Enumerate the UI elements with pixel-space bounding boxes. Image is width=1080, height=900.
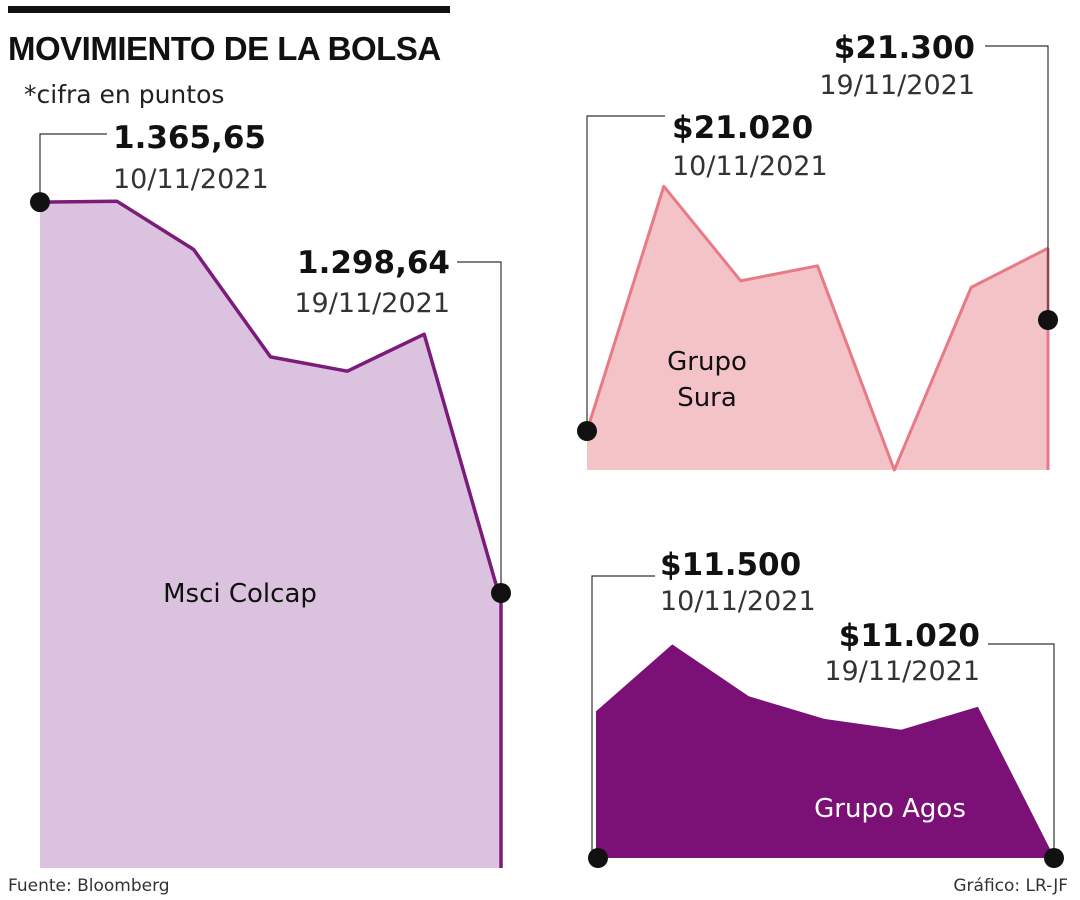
- agos-point-6: [977, 706, 979, 708]
- sura-last-marker: [1038, 310, 1058, 330]
- agos-point-1: [595, 711, 597, 713]
- source-note: Fuente: Bloomberg: [8, 876, 170, 896]
- colcap-name: Msci Colcap: [163, 579, 317, 609]
- sura-last-leader: [985, 45, 1049, 315]
- colcap-point-4: [270, 356, 272, 358]
- agos-first-value: $11.500: [660, 547, 801, 583]
- sura-point-5: [893, 469, 895, 471]
- agos-line: [595, 644, 1055, 859]
- sura-first-value: $21.020: [672, 110, 813, 146]
- agos-name: Grupo Agos: [814, 794, 966, 824]
- colcap-area: [40, 201, 501, 868]
- agos-first-date: 10/11/2021: [660, 586, 816, 617]
- colcap-first-value: 1.365,65: [113, 120, 266, 156]
- sura-first-marker: [577, 421, 597, 441]
- colcap-first-marker: [30, 192, 50, 213]
- sura-first-date: 10/11/2021: [672, 151, 828, 182]
- chart-subtitle: *cifra en puntos: [24, 80, 225, 109]
- agos-point-5: [900, 729, 902, 731]
- colcap-first-leader: [39, 133, 107, 195]
- agos-point-4: [824, 719, 826, 721]
- sura-first-leader: [586, 115, 665, 425]
- colcap-point-3: [193, 249, 195, 251]
- agos-last-date: 19/11/2021: [824, 656, 980, 687]
- colcap-last-value: 1.298,64: [297, 245, 450, 281]
- agos-last-leader: [988, 643, 1055, 852]
- agos-first-marker: [588, 848, 608, 868]
- colcap-first-date: 10/11/2021: [113, 164, 269, 195]
- agos-last-value: $11.020: [839, 618, 980, 654]
- colcap-last-date: 19/11/2021: [294, 288, 450, 319]
- sura-last-date: 19/11/2021: [819, 70, 975, 101]
- colcap-point-6: [423, 333, 425, 335]
- sura-point-2: [663, 185, 665, 187]
- title-rule: [8, 6, 450, 13]
- sura-name-line-2: Sura: [677, 383, 737, 413]
- agos-last-marker: [1044, 848, 1064, 868]
- sura-point-4: [817, 265, 819, 267]
- sura-point-6: [970, 286, 972, 288]
- agos-point-3: [748, 696, 750, 698]
- agos-point-2: [671, 644, 673, 646]
- colcap-last-leader: [457, 261, 502, 588]
- colcap-last-marker: [491, 583, 511, 603]
- agos-first-leader: [591, 575, 655, 852]
- agos-area: [596, 645, 1054, 858]
- credit-note: Gráfico: LR-JF: [953, 876, 1068, 896]
- colcap-point-5: [346, 370, 348, 372]
- sura-area: [587, 186, 1048, 471]
- colcap-point-2: [116, 200, 118, 202]
- sura-line: [585, 184, 1049, 472]
- sura-point-3: [740, 280, 742, 282]
- chart-title: MOVIMIENTO DE LA BOLSA: [8, 30, 441, 67]
- sura-name-line-1: Grupo: [667, 347, 747, 377]
- sura-last-value: $21.300: [834, 30, 975, 66]
- colcap-line: [39, 199, 503, 603]
